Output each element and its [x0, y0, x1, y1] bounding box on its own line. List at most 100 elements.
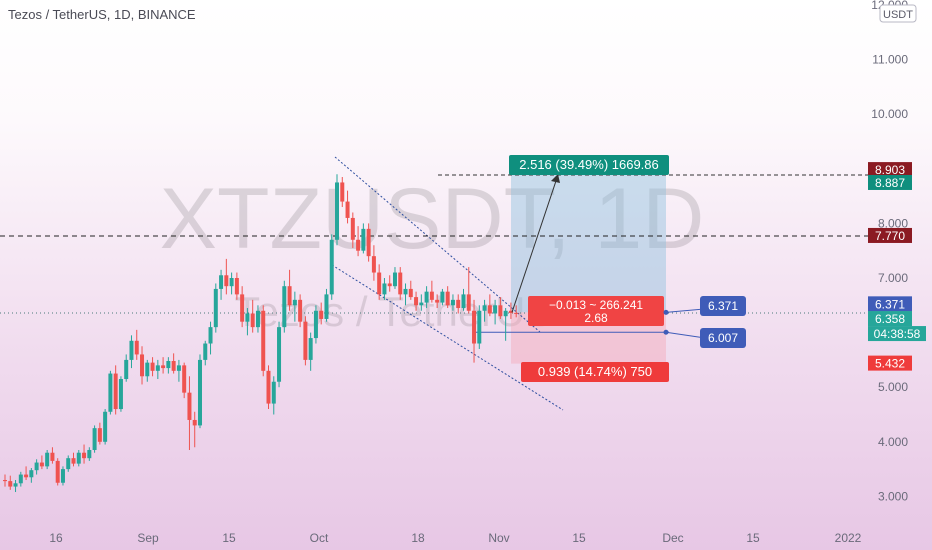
candle-body: [403, 288, 408, 295]
price-tag: 8.903: [868, 162, 912, 178]
target-label-box: [509, 155, 669, 175]
candle-body: [298, 299, 303, 322]
candle: [219, 269, 224, 300]
candle: [477, 305, 482, 349]
currency-button: [879, 4, 917, 23]
candle: [313, 305, 318, 344]
price-tag: 8.887: [868, 174, 912, 190]
candle-body: [287, 286, 292, 306]
countdown-box: [868, 326, 926, 342]
watermark-symbol: XTZUSDT, 1D: [160, 171, 705, 267]
candle: [382, 278, 387, 300]
candle-body: [213, 288, 218, 328]
candle-body: [66, 458, 71, 470]
candle-body: [82, 452, 87, 459]
candle: [45, 449, 50, 470]
price-tag-box: [868, 227, 912, 243]
candle: [29, 468, 34, 483]
candle-body: [503, 310, 508, 317]
candle: [403, 283, 408, 306]
candle-body: [197, 359, 202, 426]
candle: [134, 329, 139, 360]
x-tick-label: 2022: [835, 531, 862, 545]
candle: [387, 275, 392, 292]
channel-lower-line: [331, 264, 564, 411]
candle: [224, 258, 229, 295]
candle: [366, 223, 371, 262]
candle: [371, 245, 376, 281]
stop-handle: [663, 329, 669, 335]
candle-body: [277, 327, 282, 382]
entry-price-box: [700, 296, 746, 316]
candle: [3, 474, 7, 487]
candle: [55, 458, 60, 486]
candle: [166, 357, 171, 374]
candle: [13, 480, 18, 493]
stop-connector: [665, 331, 701, 338]
candle: [340, 176, 345, 208]
candle-body: [414, 297, 419, 306]
candle-body: [340, 182, 345, 202]
candle-body: [335, 182, 340, 240]
candle-body: [187, 392, 192, 420]
price-tag-text: 8.887: [875, 176, 905, 190]
entry-handle: [663, 309, 669, 315]
candle-body: [192, 419, 197, 426]
candle-body: [361, 228, 366, 251]
candle: [82, 444, 87, 464]
candle-body: [60, 469, 65, 483]
target-zone: [511, 174, 666, 313]
candle: [292, 291, 297, 322]
candle-body: [8, 481, 13, 487]
x-tick-label: 18: [411, 531, 425, 545]
candle-body: [498, 305, 503, 317]
candle: [92, 425, 97, 453]
candle-body: [103, 411, 108, 442]
candle: [456, 294, 461, 314]
candle: [398, 267, 403, 300]
price-tag-text: 7.770: [875, 229, 905, 243]
candle-body: [466, 294, 471, 311]
candle: [466, 267, 471, 314]
y-tick-label: 7.000: [878, 271, 908, 285]
candle-body: [366, 228, 371, 257]
candle: [76, 449, 81, 467]
candle-body: [514, 312, 519, 314]
candle: [361, 223, 366, 254]
candle: [482, 299, 487, 322]
candle: [34, 459, 39, 475]
candle-body: [18, 474, 23, 484]
candle-body: [387, 283, 392, 287]
candle-body: [461, 294, 466, 309]
candle: [461, 288, 466, 311]
candle: [245, 308, 250, 336]
candle: [71, 452, 76, 467]
candle: [24, 466, 29, 481]
candle: [282, 280, 287, 333]
price-tag: 6.358: [868, 311, 912, 327]
y-tick-label: 8.000: [878, 216, 908, 230]
candle-body: [261, 310, 266, 371]
x-tick-label: Sep: [137, 531, 159, 545]
x-tick-label: 15: [222, 531, 236, 545]
candle: [124, 354, 129, 382]
candle: [508, 302, 513, 319]
candle: [150, 357, 155, 377]
candle-body: [182, 365, 187, 393]
price-tag: 6.371: [868, 296, 912, 312]
candle: [87, 447, 92, 461]
currency-label: USDT: [883, 9, 913, 21]
candle-body: [271, 381, 276, 404]
position-label-line2: 2.68: [584, 311, 608, 325]
candle: [255, 305, 260, 333]
candle-body: [424, 291, 429, 303]
candle: [429, 280, 434, 303]
price-tag-text: 8.903: [875, 163, 905, 177]
candle: [445, 286, 450, 309]
candle: [171, 353, 176, 374]
candle: [472, 299, 477, 363]
candle-body: [493, 305, 498, 314]
candle-body: [3, 480, 7, 482]
candle-body: [255, 310, 260, 328]
